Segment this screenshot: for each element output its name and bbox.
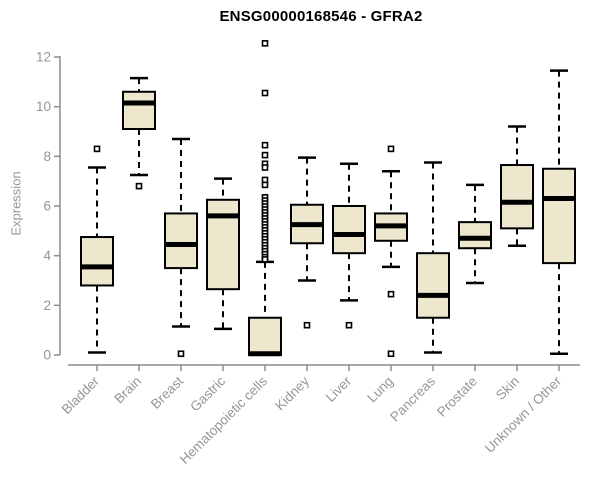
outlier-hematopoietic-cells	[261, 141, 269, 149]
box-liver	[332, 205, 366, 255]
outlier-brain	[135, 182, 143, 190]
outlier-hematopoietic-cells	[261, 164, 269, 171]
y-tick-label: 12	[36, 50, 51, 65]
box-brain	[122, 90, 156, 131]
outlier-bladder	[93, 145, 101, 153]
box-gastric	[206, 198, 240, 291]
x-tick-label-unknown-other: Unknown / Other	[482, 373, 565, 456]
y-tick-label: 4	[43, 248, 51, 263]
x-tick-label-skin: Skin	[493, 374, 522, 403]
outlier-breast	[177, 350, 185, 358]
x-tick-label-bladder: Bladder	[59, 373, 103, 417]
x-tick-label-kidney: Kidney	[272, 373, 312, 413]
x-tick-label-brain: Brain	[111, 374, 144, 407]
outlier-lung	[387, 290, 395, 298]
box-skin	[500, 164, 534, 230]
outlier-hematopoietic-cells	[261, 89, 269, 97]
y-tick-label: 0	[43, 348, 51, 363]
outlier-lung	[387, 350, 395, 358]
outlier-hematopoietic-cells	[261, 151, 269, 159]
outlier-hematopoietic-cells	[261, 181, 269, 189]
y-tick-label: 2	[43, 298, 51, 313]
y-tick-label: 10	[36, 99, 51, 114]
box-pancreas	[416, 252, 450, 319]
outlier-hematopoietic-cells	[261, 256, 269, 263]
box-bladder	[80, 236, 114, 287]
x-tick-label-liver: Liver	[323, 373, 355, 405]
x-tick-label-pancreas: Pancreas	[387, 373, 438, 424]
outlier-lung	[387, 145, 395, 153]
x-tick-label-gastric: Gastric	[187, 373, 228, 414]
y-tick-label: 6	[43, 199, 51, 214]
outlier-liver	[345, 321, 353, 329]
x-tick-label-prostate: Prostate	[434, 374, 480, 420]
chart-title: ENSG00000168546 - GFRA2	[219, 8, 423, 25]
outlier-kidney	[303, 321, 311, 329]
box-breast	[164, 212, 198, 270]
box-hematopoietic-cells	[248, 316, 282, 356]
y-tick-label: 8	[43, 149, 51, 164]
outlier-hematopoietic-cells	[261, 40, 269, 47]
x-tick-label-breast: Breast	[148, 373, 186, 411]
x-tick-label-lung: Lung	[364, 374, 396, 406]
box-prostate	[458, 221, 492, 250]
box-unknown-other	[542, 167, 576, 265]
